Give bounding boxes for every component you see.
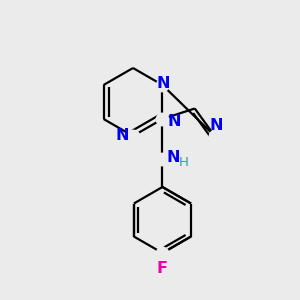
- Text: F: F: [157, 261, 168, 276]
- Text: N: N: [167, 149, 180, 164]
- Text: N: N: [116, 128, 129, 143]
- Text: H: H: [178, 157, 188, 169]
- Text: N: N: [167, 113, 181, 128]
- Text: N: N: [209, 118, 223, 133]
- Text: N: N: [157, 76, 170, 91]
